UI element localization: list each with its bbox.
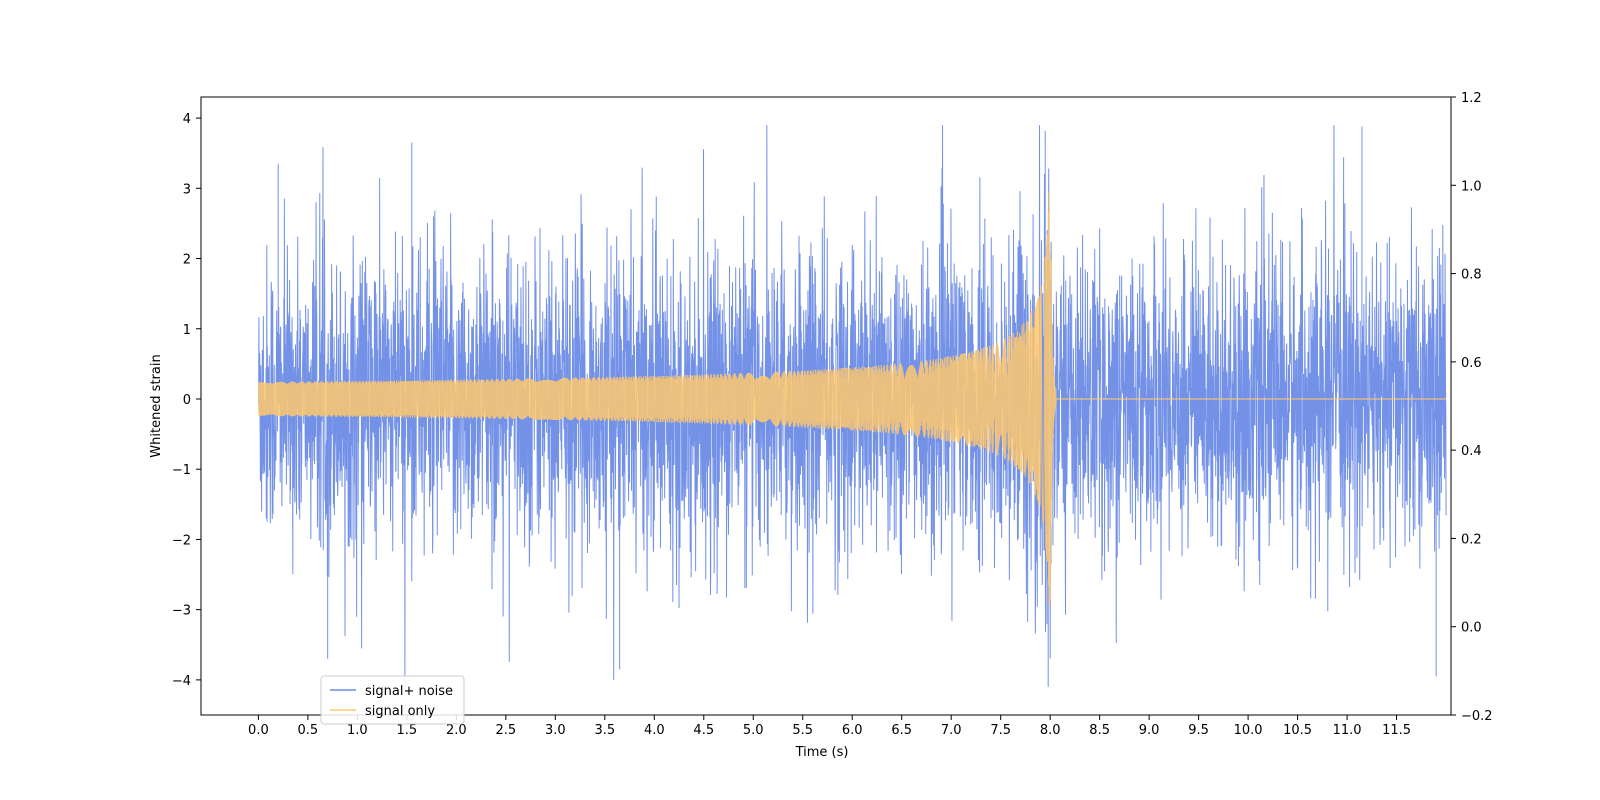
legend-box: [320, 675, 465, 725]
x-tick-label: 2.0: [446, 723, 467, 738]
x-tick-label: 10.0: [1234, 723, 1263, 738]
y-tick-label: 0: [183, 393, 191, 408]
x-tick-label: 3.0: [545, 723, 566, 738]
y-tick-label: −3: [172, 604, 191, 619]
x-axis-title: Time (s): [795, 745, 849, 760]
y2-tick-label: 0.2: [1461, 532, 1482, 547]
y-axis-right: 1.2 1.0 0.8 0.6 0.4 0.2 0.0 −0.2: [1451, 91, 1493, 724]
y2-tick-label: 1.2: [1461, 91, 1482, 106]
x-tick-label: 7.0: [941, 723, 962, 738]
x-tick-label: 6.5: [891, 723, 912, 738]
x-tick-label: 4.0: [644, 723, 665, 738]
x-tick-label: 0.0: [248, 723, 269, 738]
y2-tick-label: 1.0: [1461, 179, 1482, 194]
x-tick-label: 3.5: [594, 723, 615, 738]
y-tick-label: −2: [172, 533, 191, 548]
legend-label-signal-only: signal only: [365, 704, 435, 719]
plot-area: [257, 125, 1447, 687]
y2-tick-label: 0.0: [1461, 621, 1482, 636]
x-tick-label: 9.5: [1188, 723, 1209, 738]
x-tick-label: 11.0: [1333, 723, 1362, 738]
y2-tick-label: 0.4: [1461, 444, 1482, 459]
y2-tick-label: 0.8: [1461, 268, 1482, 283]
x-tick-label: 9.0: [1139, 723, 1160, 738]
y-tick-label: 3: [183, 182, 191, 197]
y-tick-label: −4: [172, 674, 191, 689]
plot-frame: [200, 96, 1452, 716]
legend: signal+ noise signal only: [320, 675, 465, 725]
x-tick-label: 8.5: [1089, 723, 1110, 738]
x-tick-label: 7.5: [990, 723, 1011, 738]
y-axis-title: Whitened strain: [149, 354, 164, 457]
x-tick-label: 5.5: [792, 723, 813, 738]
x-tick-label: 10.5: [1283, 723, 1312, 738]
x-axis: 0.0 0.5 1.0 1.5 2.0 2.5 3.0 3.5 4.0 4.5 5.0 5.5 6.0 6…: [248, 715, 1411, 738]
x-tick-label: 11.5: [1382, 723, 1411, 738]
y-tick-label: 1: [183, 323, 191, 338]
x-tick-label: 2.5: [495, 723, 516, 738]
y2-tick-label: −0.2: [1461, 709, 1493, 724]
x-tick-label: 1.0: [347, 723, 368, 738]
y2-tick-label: 0.6: [1461, 356, 1482, 371]
x-tick-label: 1.5: [397, 723, 418, 738]
series-signal-only: [257, 192, 1447, 606]
y-tick-label: −1: [172, 463, 191, 478]
legend-label-signal-noise: signal+ noise: [365, 684, 453, 699]
x-tick-label: 4.5: [693, 723, 714, 738]
y-tick-label: 2: [183, 253, 191, 268]
y-tick-label: 4: [183, 112, 191, 127]
x-tick-label: 6.0: [842, 723, 863, 738]
x-tick-label: 0.5: [298, 723, 319, 738]
x-tick-label: 5.0: [743, 723, 764, 738]
x-tick-label: 8.0: [1040, 723, 1061, 738]
y-axis-left: 4 3 2 1 0 −1 −2 −3 −4: [172, 112, 201, 689]
